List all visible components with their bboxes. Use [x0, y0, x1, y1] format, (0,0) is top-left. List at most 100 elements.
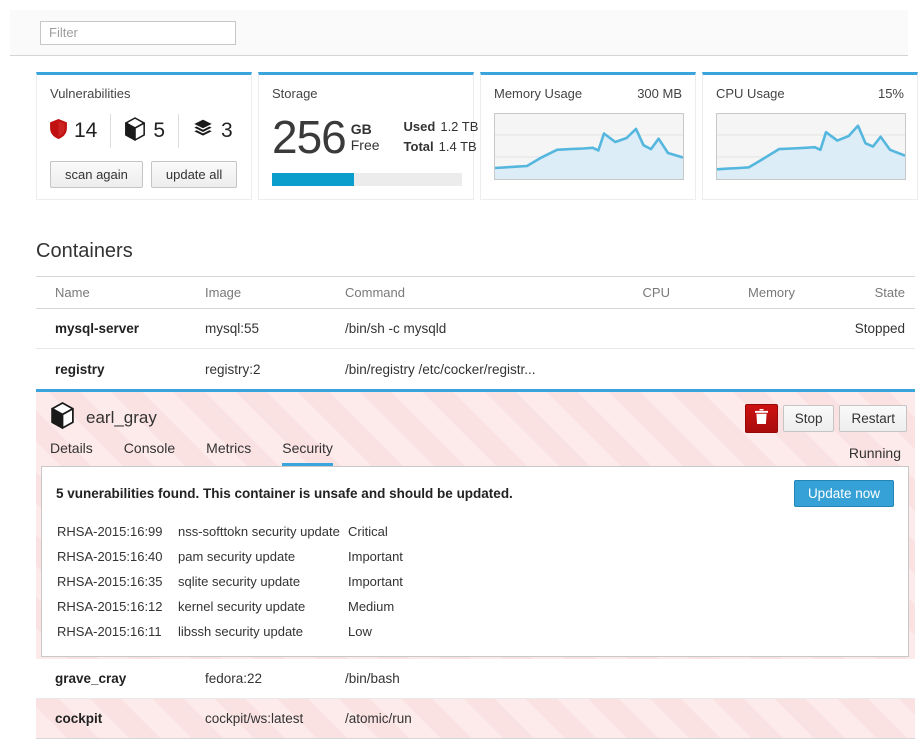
vuln-severity: Important — [348, 549, 403, 564]
container-name-cell: cockpit — [55, 711, 103, 726]
container-state-cell: Stopped — [854, 321, 905, 336]
vuln-id: RHSA-2015:16:99 — [57, 524, 163, 539]
container-cube-icon — [50, 402, 75, 434]
column-header-state: State — [874, 285, 905, 300]
tab-console[interactable]: Console — [123, 440, 176, 456]
cpu-value: 15% — [877, 86, 904, 101]
container-state-label: Running — [848, 445, 901, 461]
column-header-name: Name — [55, 285, 90, 300]
container-command-cell: /atomic/run — [345, 711, 412, 726]
security-panel: 5 vunerabilities found. This container i… — [41, 466, 909, 657]
storage-free-label: Free — [350, 137, 380, 153]
vulnerability-list: RHSA-2015:16:99 nss-softtokn security up… — [56, 519, 894, 644]
card-title: Storage — [272, 86, 318, 101]
cpu-chart — [716, 113, 906, 180]
card-vulnerabilities: Vulnerabilities 14 5 3 — [36, 72, 252, 200]
card-title: CPU Usage — [716, 86, 785, 101]
storage-free-value: 256 — [272, 111, 347, 163]
divider — [110, 114, 112, 148]
container-tabs: Details Console Metrics Security Running — [36, 434, 915, 466]
vuln-title: pam security update — [178, 549, 296, 564]
expanded-container-panel: earl_gray Stop Restart Details Console M… — [36, 389, 915, 659]
card-title: Vulnerabilities — [50, 86, 131, 101]
vulnerability-row: RHSA-2015:16:12 kernel security update M… — [56, 594, 894, 619]
storage-total-value: 1.4 TB — [438, 139, 477, 154]
vuln-id: RHSA-2015:16:35 — [57, 574, 163, 589]
storage-used-label: Used — [403, 118, 436, 134]
card-cpu-usage: CPU Usage 15% — [702, 72, 918, 200]
storage-progress-fill — [272, 173, 354, 186]
table-row-grave-cray[interactable]: grave_cray fedora:22 /bin/bash — [36, 659, 915, 699]
card-title: Memory Usage — [494, 86, 583, 101]
vuln-severity: Low — [348, 624, 372, 639]
vulnerability-row: RHSA-2015:16:11 libssh security update L… — [56, 619, 894, 644]
container-cube-icon — [124, 116, 146, 146]
container-name-cell: registry — [55, 361, 105, 377]
vuln-id: RHSA-2015:16:11 — [57, 624, 162, 639]
container-image-cell: fedora:22 — [205, 671, 263, 686]
restart-button[interactable]: Restart — [839, 404, 907, 432]
tab-security[interactable]: Security — [282, 440, 333, 466]
container-image-cell: mysql:55 — [205, 321, 260, 336]
memory-chart — [494, 113, 684, 180]
update-now-button[interactable]: Update now — [793, 480, 894, 507]
column-header-cpu: CPU — [642, 285, 670, 300]
container-command-cell: /bin/sh -c mysqld — [345, 321, 447, 336]
storage-total-label: Total — [403, 139, 434, 154]
container-count-group: 5 — [124, 116, 166, 146]
vuln-id: RHSA-2015:16:40 — [57, 549, 163, 564]
column-header-command: Command — [345, 285, 405, 300]
storage-unit-label: GB — [350, 120, 372, 137]
dashboard-cards: Vulnerabilities 14 5 3 — [36, 72, 918, 200]
vulnerability-row: RHSA-2015:16:35 sqlite security update I… — [56, 569, 894, 594]
vuln-severity: Medium — [348, 599, 395, 614]
storage-used-value: 1.2 TB — [440, 118, 479, 134]
storage-progress-track — [272, 173, 462, 186]
stop-button[interactable]: Stop — [782, 404, 835, 432]
scan-again-button[interactable]: scan again — [50, 161, 143, 188]
vuln-title: libssh security update — [178, 624, 304, 639]
storage-used-block: Used 1.2 TB Total 1.4 TB — [404, 117, 479, 157]
memory-value: 300 MB — [637, 86, 682, 101]
security-message: 5 vunerabilities found. This container i… — [56, 486, 513, 501]
vuln-title: sqlite security update — [178, 574, 301, 589]
vulnerability-row: RHSA-2015:16:99 nss-softtokn security up… — [56, 519, 894, 544]
column-header-memory: Memory — [748, 285, 795, 300]
containers-table-bottom: grave_cray fedora:22 /bin/bash cockpit c… — [36, 659, 915, 739]
card-storage: Storage 256 GB Free Used 1.2 TB Total 1.4 … — [258, 72, 478, 200]
container-command-cell: /bin/registry /etc/cocker/registr... — [345, 361, 536, 377]
container-image-cell: cockpit/ws:latest — [205, 711, 304, 726]
containers-heading: Containers — [36, 240, 133, 262]
tab-metrics[interactable]: Metrics — [206, 440, 252, 456]
vuln-title: kernel security update — [178, 599, 306, 614]
image-count-group: 3 — [192, 117, 233, 145]
image-layers-icon — [192, 117, 214, 145]
table-row-registry[interactable]: registry registry:2 /bin/registry /etc/c… — [36, 349, 915, 389]
trash-icon — [754, 409, 768, 427]
vuln-severity: Important — [348, 574, 403, 589]
filter-input[interactable] — [40, 20, 236, 45]
card-memory-usage: Memory Usage 300 MB — [480, 72, 696, 200]
tab-details[interactable]: Details — [50, 440, 93, 456]
image-count: 3 — [221, 119, 233, 142]
column-header-image: Image — [205, 285, 242, 300]
update-all-button[interactable]: update all — [150, 161, 238, 188]
container-image-cell: registry:2 — [205, 361, 261, 377]
shield-count: 14 — [74, 119, 98, 142]
container-name-cell: grave_cray — [55, 671, 127, 686]
container-name-cell: mysql-server — [55, 321, 140, 336]
storage-free-unit: GB Free — [351, 121, 380, 153]
shield-icon — [50, 118, 67, 144]
vuln-id: RHSA-2015:16:12 — [57, 599, 163, 614]
vuln-title: nss-softtokn security update — [178, 524, 340, 539]
expanded-container-name: earl_gray — [86, 408, 157, 427]
container-count: 5 — [153, 119, 166, 142]
delete-container-button[interactable] — [744, 403, 778, 433]
table-row-cockpit[interactable]: cockpit cockpit/ws:latest /atomic/run — [36, 699, 915, 739]
filter-bar — [10, 10, 908, 56]
table-header: Name Image Command CPU Memory State — [36, 276, 915, 309]
divider — [178, 114, 180, 148]
vuln-severity: Critical — [348, 524, 388, 539]
vulnerability-row: RHSA-2015:16:40 pam security update Impo… — [56, 544, 894, 569]
table-row-mysql-server[interactable]: mysql-server mysql:55 /bin/sh -c mysqld … — [36, 309, 915, 349]
